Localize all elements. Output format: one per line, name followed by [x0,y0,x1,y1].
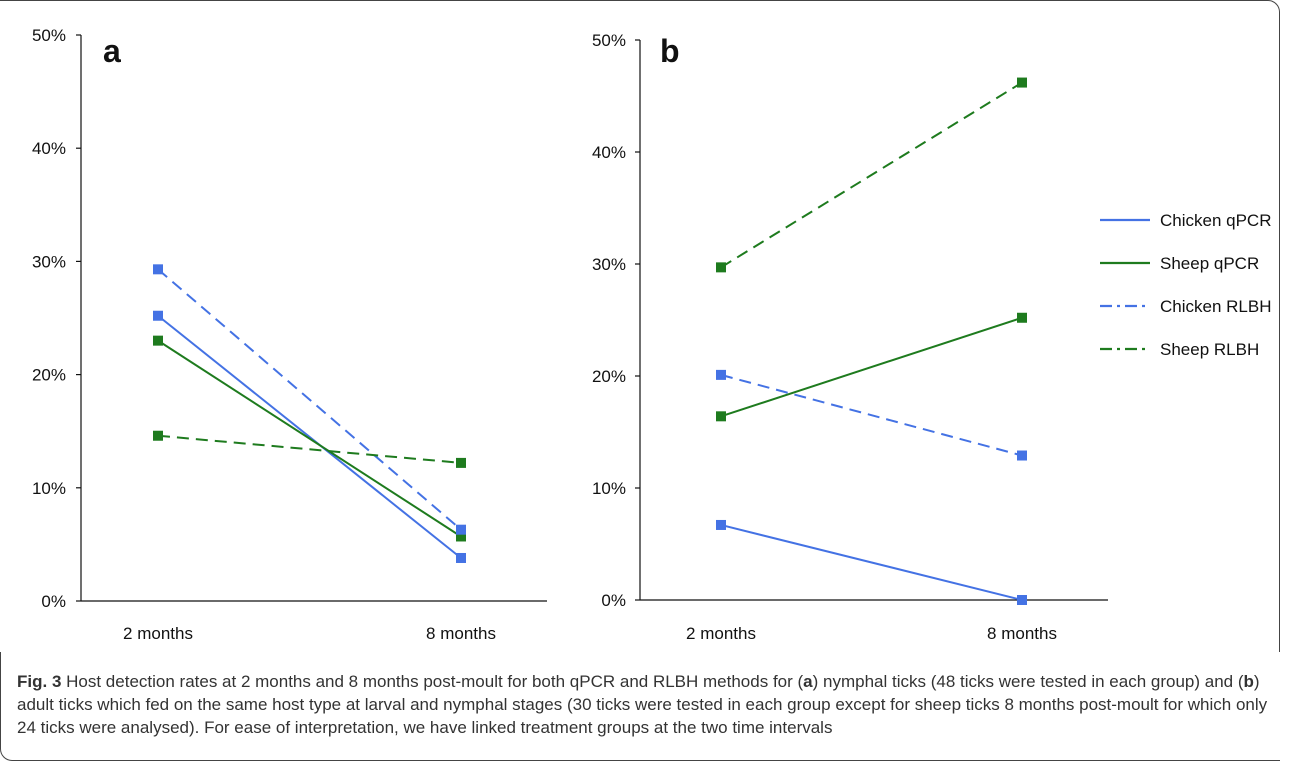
legend-label-chicken-rlbh: Chicken RLBH [1160,297,1272,316]
panel-a-point-chicken-qpcr-second [456,552,466,563]
figure-caption: Fig. 3 Host detection rates at 2 months … [17,670,1272,739]
panel-b-point-sheep-rlbh-second [1017,77,1027,88]
panel-a-point-sheep-qpcr-second [456,531,466,542]
panel-b-series-line-sheep-rlbh [720,81,1023,269]
caption-fig-label: Fig. 3 [17,672,62,691]
panel-b-y-tick-label: 0% [601,591,626,610]
panel-b-y-tick-label: 20% [592,367,626,386]
panel-a-series-line-sheep-qpcr [157,339,462,538]
panel-b-point-sheep-qpcr-first [716,411,726,422]
panel-b-series-line-chicken-qpcr [720,523,1023,601]
panel-b-x-tick-label: 2 months [686,624,756,643]
legend-label-chicken-qpcr: Chicken qPCR [1160,211,1272,230]
panel-b-letter: b [660,33,680,69]
panel-a-y-tick-label: 20% [32,366,66,385]
panel-a-x-tick-label: 2 months [123,624,193,643]
panel-a-y-tick-label: 50% [32,26,66,45]
panel-b-point-sheep-rlbh-first [716,262,726,273]
caption-text-1: Host detection rates at 2 months and 8 m… [61,672,804,691]
legend-label-sheep-rlbh: Sheep RLBH [1160,340,1259,359]
caption-text-3: ) adult ticks which fed on the same host… [17,672,1268,737]
panel-a-point-chicken-rlbh-second [456,524,466,535]
panel-a-x-tick-label: 8 months [426,624,496,643]
panel-a-letter: a [103,33,121,69]
panel-a-point-sheep-rlbh-first [153,430,163,441]
panel-b-y-tick-label: 50% [592,31,626,50]
panel-a-point-sheep-rlbh-second [456,457,466,468]
panel-b-series-line-sheep-qpcr [720,316,1023,418]
panel-a-series-line-chicken-qpcr [157,314,462,559]
figure-border-right [1279,18,1280,652]
figure-border-top [0,0,1280,19]
panel-a-series-line-chicken-rlbh [157,268,462,531]
panel-a-point-chicken-rlbh-first [153,264,163,275]
caption-panel-b-ref: b [1243,672,1254,691]
panel-b-y-tick-label: 40% [592,143,626,162]
caption-panel-a-ref: a [803,672,813,691]
legend-label-sheep-qpcr: Sheep qPCR [1160,254,1259,273]
panel-b-x-tick-label: 8 months [987,624,1057,643]
panel-a-point-chicken-qpcr-first [153,310,163,321]
panel-b-point-chicken-rlbh-second [1017,450,1027,461]
panel-b-point-chicken-rlbh-first [716,369,726,380]
panel-b-point-sheep-qpcr-second [1017,312,1027,323]
panel-b-y-tick-label: 30% [592,255,626,274]
panel-b-point-chicken-qpcr-second [1017,595,1027,605]
panel-b-y-tick-label: 10% [592,479,626,498]
panel-a-y-tick-label: 0% [41,592,66,611]
panel-a-y-tick-label: 40% [32,139,66,158]
panel-a-series-line-sheep-rlbh [157,434,462,464]
panel-b-point-chicken-qpcr-first [716,519,726,530]
panel-a-y-tick-label: 30% [32,252,66,271]
panel-a-point-sheep-qpcr-first [153,335,163,346]
figure-charts: 0% 10% 20% 30% 40% 50% 2 months 8 months a 0% 10% 2… [32,26,1272,643]
panel-a-y-tick-label: 10% [32,479,66,498]
panel-b-series-line-chicken-rlbh [720,373,1023,457]
caption-text-2: ) nymphal ticks (48 ticks were tested in… [812,672,1244,691]
